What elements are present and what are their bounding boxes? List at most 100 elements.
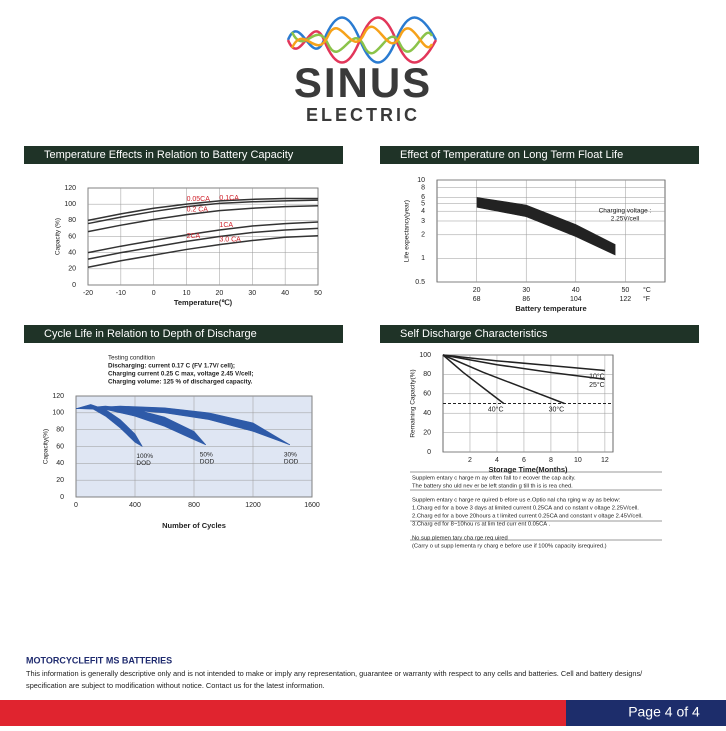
y-tick-label: 40: [423, 410, 431, 417]
footer-line: This information is generally descriptiv…: [26, 669, 643, 678]
note-line: 1.Charg ed for a bove 3 days at limited …: [412, 506, 639, 512]
curve: [87, 199, 319, 225]
y-tick-label: 80: [68, 217, 76, 224]
x-tick-label: 68: [473, 296, 481, 303]
x-tick-label: 30: [248, 290, 256, 297]
brand: SINUS: [294, 59, 432, 106]
band-area: [76, 406, 206, 445]
x-tick-label: 50: [621, 287, 629, 294]
subbrand: ELECTRIC: [306, 105, 420, 125]
band-label: 100%: [136, 453, 153, 460]
band-upper: [75, 405, 291, 446]
x-tick-label: 10: [574, 457, 582, 464]
band-label: 30%: [284, 452, 297, 459]
x-tick-label: 800: [188, 502, 200, 509]
x-tick-label: 10: [183, 290, 191, 297]
panel-header: [24, 146, 343, 164]
test-condition: Discharging: current 0.17 C (FV 1.7V/ ce…: [108, 363, 235, 370]
y-tick-label: 6: [421, 194, 425, 201]
x-axis-label: Temperature(℃): [174, 298, 233, 307]
x-tick-label: 6: [522, 457, 526, 464]
x-tick-label: 400: [129, 502, 141, 509]
band-upper: [75, 404, 143, 447]
y-tick-label: 60: [423, 391, 431, 398]
curve-label: 0.05CA: [187, 196, 211, 203]
x-tick-label: -10: [116, 290, 126, 297]
y-tick-label: 4: [421, 208, 425, 215]
y-axis-label: Life expectancy(year): [404, 200, 411, 262]
y-tick-label: 10: [417, 177, 425, 184]
y-tick-label: 5: [421, 200, 425, 207]
x-tick-label: 0: [74, 502, 78, 509]
y-tick-label: 20: [56, 477, 64, 484]
test-condition: Charging current 0.25 C max, voltage 2.4…: [108, 371, 254, 378]
footer-line: specification are subject to modificatio…: [26, 681, 325, 690]
x-tick-label: 40: [572, 287, 580, 294]
x-tick-label: 4: [495, 457, 499, 464]
note-line: Supplem entary c harge m ay often fall t…: [412, 476, 576, 482]
y-axis-label: Capacity(%): [43, 429, 50, 464]
wave: [286, 16, 438, 64]
curve: [442, 354, 505, 405]
curve: [87, 227, 319, 260]
wave: [286, 16, 438, 64]
curve-label: 10°C: [589, 372, 605, 380]
x-unit: °C: [643, 286, 651, 294]
logo-waves: [286, 16, 438, 64]
y-tick-label: 40: [56, 460, 64, 467]
y-tick-label: 0: [72, 282, 76, 289]
y-tick-label: 60: [56, 443, 64, 450]
x-tick-label: 40: [281, 290, 289, 297]
panel-header: [380, 325, 699, 343]
curve: [87, 197, 318, 222]
note-line: No sup plemen tary cha rge req uired: [412, 536, 508, 542]
band-area: [476, 197, 616, 256]
chart-note: 2.25V/cell: [611, 216, 640, 223]
x-axis-label: Battery temperature: [515, 304, 586, 313]
footer-title: MOTORCYCLEFIT MS BATTERIES: [26, 655, 172, 665]
note-line: (Carry o ut supp lementa ry charg e befo…: [412, 544, 607, 550]
y-tick-label: 80: [423, 371, 431, 378]
x-tick-label: 1600: [304, 502, 320, 509]
x-tick-label: 2: [468, 457, 472, 464]
note-line: Supplem entary c harge re quired b efore…: [412, 498, 621, 504]
band-upper: [75, 405, 207, 446]
curve-label: 2CA: [187, 233, 201, 240]
test-condition: Charging volume: 125 % of discharged cap…: [108, 379, 253, 386]
panel-header: [24, 325, 343, 343]
x-tick-label: 30: [522, 287, 530, 294]
y-tick-label: 20: [68, 266, 76, 273]
y-tick-label: 0: [427, 449, 431, 456]
curve-label: 40°C: [488, 405, 504, 413]
curve-label: 1CA: [219, 222, 233, 229]
band-lower: [75, 408, 290, 446]
y-tick-label: 100: [419, 352, 431, 359]
page-number: Page 4 of 4: [628, 704, 700, 720]
x-axis-label: Storage Time(Months): [488, 465, 568, 474]
curve-label: 0.1CA: [219, 195, 239, 202]
x-tick-label: 20: [473, 287, 481, 294]
note-line: 2.Charg ed for a bove 20hours a t limite…: [412, 514, 643, 520]
panel-title: Cycle Life in Relation to Depth of Disch…: [44, 328, 257, 340]
panel-header: [380, 146, 699, 164]
panel-title: Temperature Effects in Relation to Batte…: [44, 149, 294, 161]
x-tick-label: 86: [522, 296, 530, 303]
band-lower: [476, 206, 616, 256]
x-axis-label: Number of Cycles: [162, 521, 226, 530]
y-tick-label: 60: [68, 233, 76, 240]
y-axis-label: Capacity (%): [55, 218, 62, 255]
curve: [87, 234, 319, 268]
x-tick-label: 12: [601, 457, 609, 464]
y-tick-label: 3: [421, 218, 425, 225]
chart-note: Charging voltage :: [599, 208, 652, 215]
x-tick-label: 8: [549, 457, 553, 464]
x-tick-label: 104: [570, 296, 582, 303]
x-tick-label: 1200: [245, 502, 261, 509]
wave: [290, 31, 434, 55]
y-tick-label: 0: [60, 494, 64, 501]
y-axis-label: Remaining Capacity(%): [410, 369, 417, 437]
band-upper: [476, 197, 616, 245]
y-tick-label: 80: [56, 427, 64, 434]
band-sublabel: DOD: [136, 460, 151, 467]
